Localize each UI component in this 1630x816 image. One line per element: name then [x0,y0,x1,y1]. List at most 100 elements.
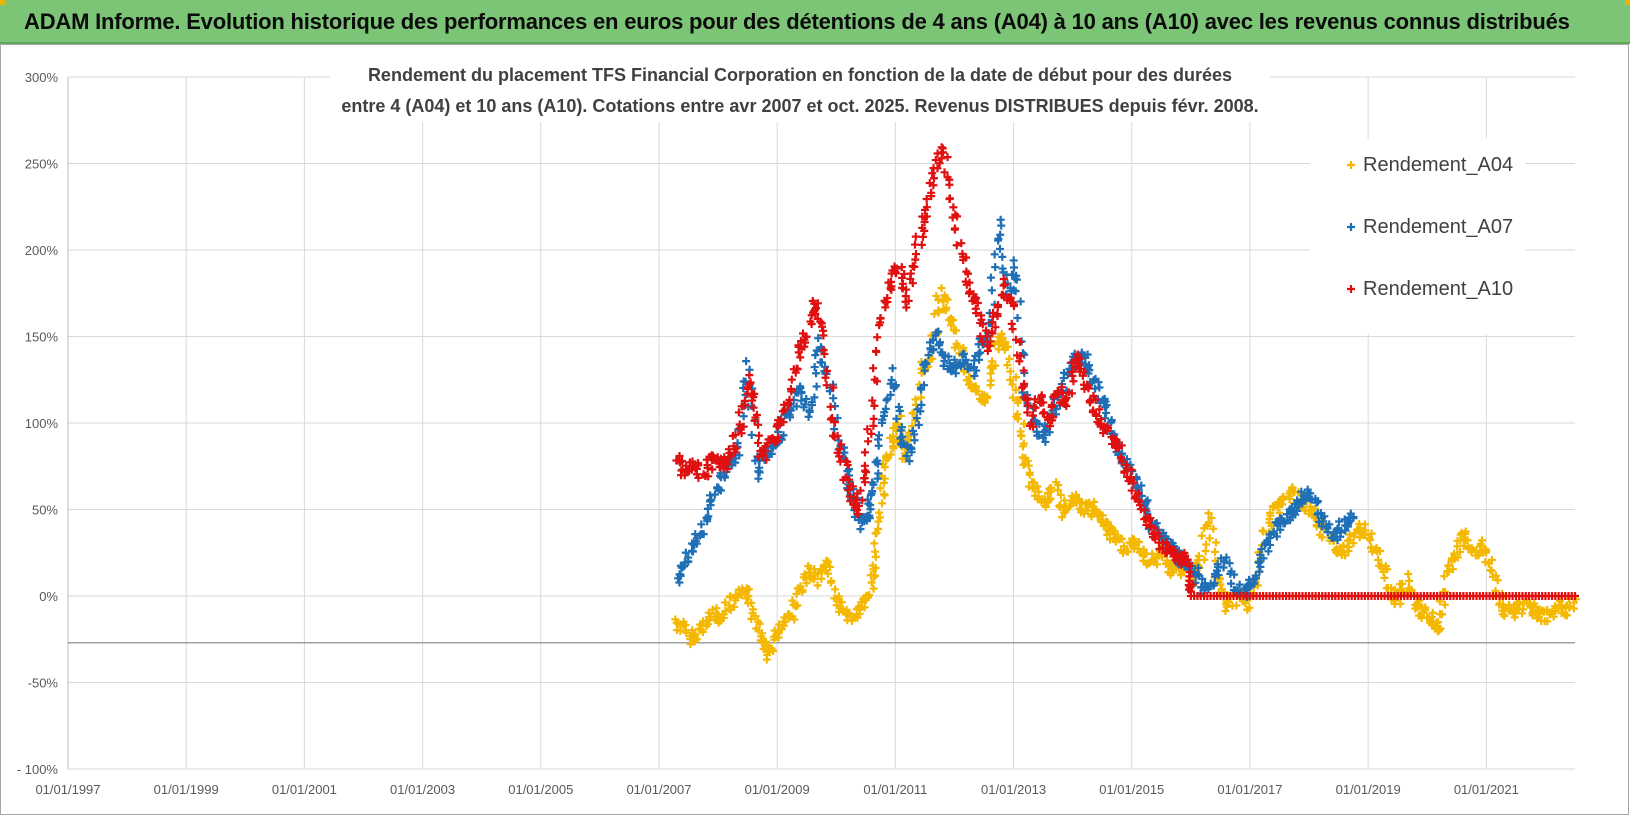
data-point-Rendement_A07 [905,457,914,466]
data-point-Rendement_A10 [869,364,878,373]
data-point-Rendement_A04 [1000,345,1009,354]
data-point-Rendement_A07 [896,426,905,435]
data-point-Rendement_A04 [1345,530,1354,539]
data-point-Rendement_A07 [1211,572,1220,581]
data-point-Rendement_A07 [1035,419,1044,428]
data-point-Rendement_A04 [792,589,801,598]
data-point-Rendement_A04 [1349,539,1358,548]
data-point-Rendement_A10 [906,269,915,278]
data-point-Rendement_A04 [1341,551,1350,560]
data-point-Rendement_A10 [1037,393,1046,402]
data-point-Rendement_A10 [688,457,697,466]
data-point-Rendement_A10 [922,195,931,204]
data-point-Rendement_A07 [1255,558,1264,567]
data-point-Rendement_A10 [945,175,954,184]
chart-title-group: Rendement du placement TFS Financial Cor… [330,60,1270,122]
data-point-Rendement_A07 [1313,497,1322,506]
series-Rendement_A07 [674,215,1358,602]
data-point-Rendement_A10 [1095,405,1104,414]
data-point-Rendement_A04 [871,571,880,580]
data-point-Rendement_A04 [980,391,989,400]
data-point-Rendement_A04 [1245,603,1254,612]
data-point-Rendement_A10 [982,332,991,341]
data-point-Rendement_A10 [1185,572,1194,581]
data-point-Rendement_A07 [684,553,693,562]
data-point-Rendement_A04 [897,412,906,421]
data-point-Rendement_A10 [957,239,966,248]
data-point-Rendement_A04 [1197,531,1206,540]
data-point-Rendement_A07 [1230,570,1239,579]
data-point-Rendement_A10 [818,322,827,331]
data-point-Rendement_A07 [1222,553,1231,562]
data-point-Rendement_A04 [1012,373,1021,382]
data-point-Rendement_A04 [775,620,784,629]
data-point-Rendement_A04 [755,619,764,628]
data-point-Rendement_A07 [1273,521,1282,530]
data-point-Rendement_A07 [812,369,821,378]
data-point-Rendement_A07 [919,381,928,390]
data-point-Rendement_A04 [1041,502,1050,511]
data-point-Rendement_A04 [1493,576,1502,585]
data-point-Rendement_A10 [1044,415,1053,424]
data-point-Rendement_A04 [804,561,813,570]
data-point-Rendement_A04 [1450,555,1459,564]
data-point-Rendement_A04 [988,357,997,366]
data-point-Rendement_A07 [844,465,853,474]
data-point-Rendement_A04 [1013,398,1022,407]
data-point-Rendement_A07 [1279,518,1288,527]
data-point-Rendement_A04 [1064,502,1073,511]
data-point-Rendement_A10 [1057,383,1066,392]
data-point-Rendement_A10 [854,509,863,518]
data-point-Rendement_A10 [793,365,802,374]
data-point-Rendement_A07 [676,571,685,580]
data-point-Rendement_A10 [1177,560,1186,569]
data-point-Rendement_A10 [1046,422,1055,431]
data-point-Rendement_A10 [922,203,931,212]
data-point-Rendement_A10 [1154,532,1163,541]
data-point-Rendement_A10 [952,241,961,250]
data-point-Rendement_A04 [868,561,877,570]
data-point-Rendement_A04 [788,596,797,605]
data-point-Rendement_A10 [912,250,921,259]
data-point-Rendement_A04 [1013,414,1022,423]
data-point-Rendement_A04 [1204,509,1213,518]
data-point-Rendement_A07 [886,390,895,399]
data-point-Rendement_A04 [692,635,701,644]
data-point-Rendement_A04 [826,562,835,571]
data-point-Rendement_A10 [1049,412,1058,421]
data-point-Rendement_A04 [1008,380,1017,389]
data-point-Rendement_A07 [924,351,933,360]
data-point-Rendement_A04 [1131,540,1140,549]
data-point-Rendement_A07 [1295,500,1304,509]
data-point-Rendement_A04 [1221,607,1230,616]
data-point-Rendement_A04 [1266,511,1275,520]
data-point-Rendement_A07 [703,514,712,523]
data-point-Rendement_A04 [874,524,883,533]
data-point-Rendement_A04 [861,596,870,605]
data-point-Rendement_A04 [1375,561,1384,570]
data-point-Rendement_A04 [1008,393,1017,402]
data-point-Rendement_A07 [797,389,806,398]
data-point-Rendement_A07 [810,393,819,402]
data-point-Rendement_A07 [976,348,985,357]
data-point-Rendement_A07 [735,451,744,460]
data-point-Rendement_A10 [783,401,792,410]
data-point-Rendement_A10 [750,416,759,425]
data-point-Rendement_A04 [1398,579,1407,588]
data-point-Rendement_A10 [745,371,754,380]
data-point-Rendement_A10 [991,323,1000,332]
data-point-Rendement_A10 [883,293,892,302]
data-point-Rendement_A10 [821,373,830,382]
data-point-Rendement_A10 [989,308,998,317]
data-point-Rendement_A10 [1122,461,1131,470]
data-point-Rendement_A07 [1306,489,1315,498]
data-point-Rendement_A10 [863,425,872,434]
data-point-Rendement_A07 [1098,395,1107,404]
data-point-Rendement_A10 [993,310,1002,319]
data-point-Rendement_A04 [845,610,854,619]
data-point-Rendement_A04 [1306,502,1315,511]
data-point-Rendement_A10 [1047,401,1056,410]
data-point-Rendement_A07 [1142,497,1151,506]
data-point-Rendement_A07 [1007,270,1016,279]
data-point-Rendement_A04 [824,557,833,566]
